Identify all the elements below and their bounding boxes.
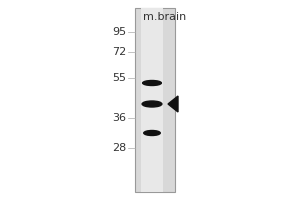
Ellipse shape [142,101,162,107]
Bar [141,8,163,192]
Ellipse shape [143,80,161,86]
Polygon shape [168,96,178,112]
Text: 36: 36 [112,113,126,123]
Text: 95: 95 [112,27,126,37]
Bar [135,8,175,192]
Text: 28: 28 [112,143,126,153]
Ellipse shape [144,130,160,136]
Text: 55: 55 [112,73,126,83]
Text: 72: 72 [112,47,126,57]
Text: m.brain: m.brain [143,12,187,22]
